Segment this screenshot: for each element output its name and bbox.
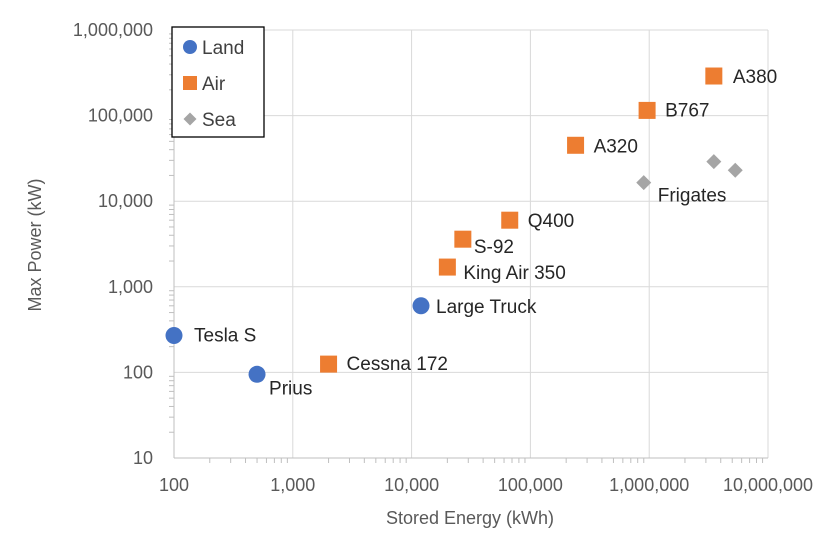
y-tick-label: 1,000 (108, 277, 153, 297)
x-tick-label: 100,000 (498, 475, 563, 495)
land-point (412, 297, 430, 315)
legend-marker-air (183, 76, 197, 90)
land-point (165, 326, 183, 344)
land-point (248, 365, 266, 383)
point-labels: Tesla S Prius Large Truck Cessna 172 King Ai… (194, 67, 777, 399)
x-tick-label: 10,000 (384, 475, 439, 495)
y-tick-label: 100 (123, 362, 153, 382)
point-label: Large Truck (436, 297, 537, 318)
data-points (165, 67, 743, 383)
y-tick-label: 1,000,000 (73, 20, 153, 40)
legend-label: Air (202, 74, 226, 95)
point-label: Cessna 172 (347, 354, 448, 375)
legend: Land Air Sea (171, 26, 265, 138)
point-label: Q400 (528, 211, 574, 232)
point-label: King Air 350 (463, 263, 565, 284)
point-label: Tesla S (194, 325, 256, 346)
air-point (705, 67, 723, 85)
y-tick-label: 10,000 (98, 191, 153, 211)
air-point (638, 101, 656, 119)
x-axis-title: Stored Energy (kWh) (386, 508, 554, 528)
sea-point (636, 175, 652, 191)
tick-labels: 100 1,000 10,000 100,000 1,000,000 10,000,000… (73, 20, 813, 495)
legend-label: Land (202, 38, 244, 59)
y-tick-label: 100,000 (88, 106, 153, 126)
x-tick-label: 1,000,000 (609, 475, 689, 495)
legend-marker-sea (183, 112, 197, 126)
y-axis-title: Max Power (kW) (25, 178, 45, 311)
air-point (567, 136, 585, 154)
point-label: A320 (594, 136, 638, 157)
point-label: A380 (733, 67, 777, 88)
air-point (320, 355, 338, 373)
air-point (438, 258, 456, 276)
legend-label: Sea (202, 110, 236, 131)
air-point (501, 211, 519, 229)
x-tick-label: 100 (159, 475, 189, 495)
point-label: B767 (665, 100, 709, 121)
point-label: Frigates (658, 186, 727, 207)
sea-point (727, 162, 743, 178)
point-label: S-92 (474, 237, 514, 258)
air-point (454, 230, 472, 248)
sea-point (706, 154, 722, 170)
point-label: Prius (269, 378, 312, 399)
x-tick-label: 10,000,000 (723, 475, 813, 495)
y-tick-label: 10 (133, 448, 153, 468)
legend-marker-land (183, 40, 197, 54)
x-tick-label: 1,000 (270, 475, 315, 495)
